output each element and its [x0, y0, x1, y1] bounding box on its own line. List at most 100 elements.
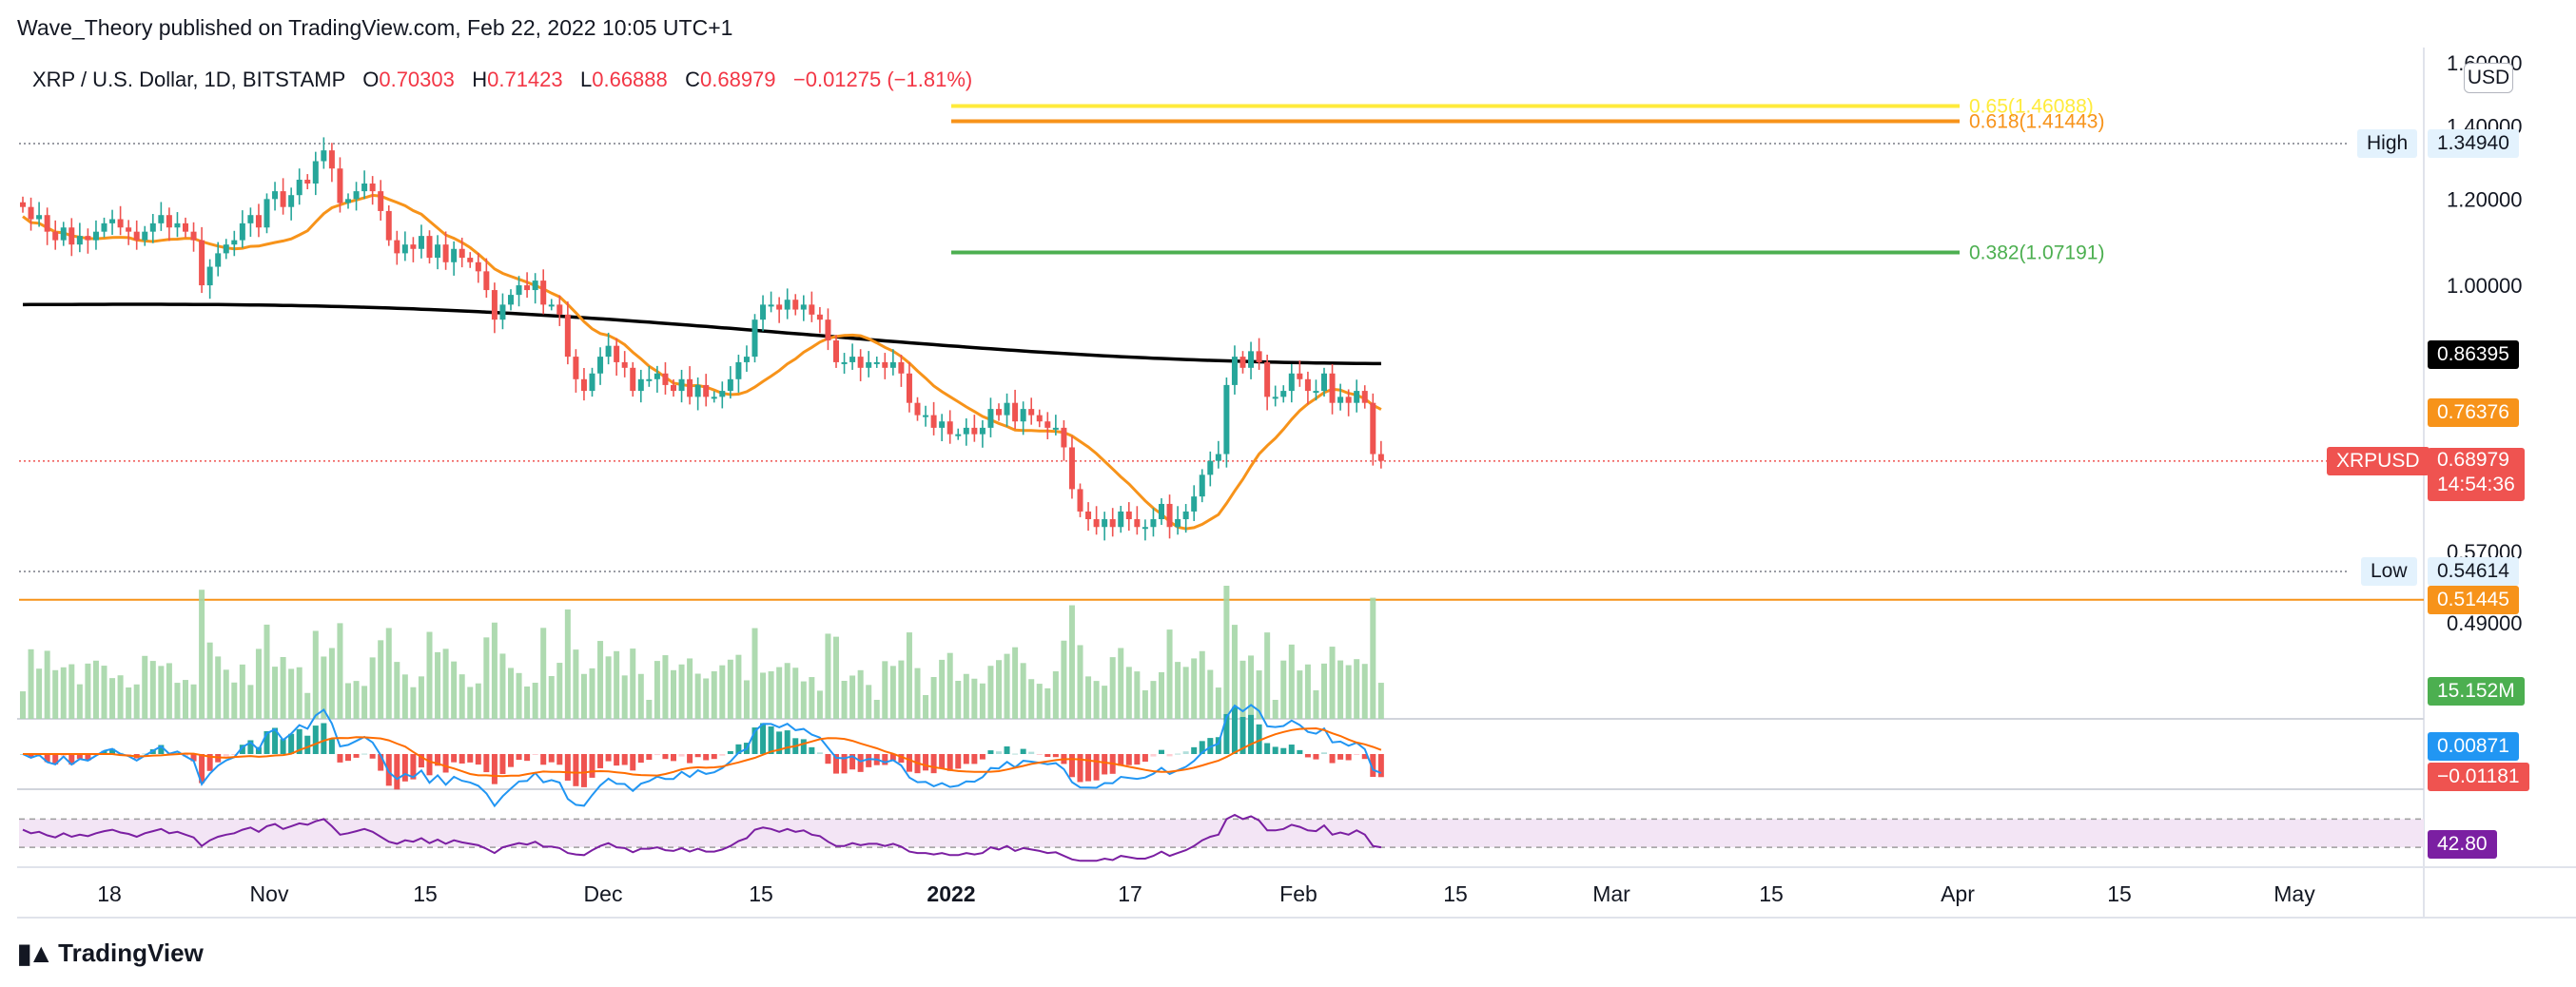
candle-body [304, 180, 311, 184]
close-label: C [685, 68, 700, 91]
macd-histogram-bar [996, 751, 1002, 754]
macd-histogram-bar [751, 727, 758, 754]
macd-histogram-bar [142, 753, 148, 755]
currency-button[interactable]: USD [2464, 63, 2513, 93]
volume-bar [215, 656, 222, 719]
macd-histogram-bar [580, 754, 587, 787]
macd-pane[interactable] [20, 704, 1384, 808]
candle-body [28, 206, 34, 220]
volume-bar [1061, 640, 1067, 719]
candle-body [255, 215, 262, 228]
volume-bar [540, 628, 547, 719]
macd-value-pill: 0.00871 [2428, 732, 2519, 761]
macd-histogram-bar [1377, 754, 1384, 778]
volume-bar [1288, 644, 1295, 719]
volume-bar [1304, 664, 1311, 719]
macd-histogram-bar [882, 754, 888, 765]
time-tick-label: 15 [1443, 881, 1468, 906]
candle-body [637, 378, 644, 392]
candle-body [491, 290, 498, 320]
macd-histogram-bar [418, 754, 424, 768]
time-tick-label: May [2274, 881, 2315, 906]
macd-histogram-bar [963, 754, 969, 764]
macd-histogram-bar [174, 751, 181, 754]
volume-bar [1134, 671, 1141, 719]
candle-body [1166, 503, 1173, 528]
macd-histogram-bar [548, 754, 555, 763]
axes: 1.600001.400001.200001.000000.570000.490… [97, 51, 2522, 906]
candle-body [337, 168, 343, 203]
low-value: 0.66888 [592, 68, 668, 91]
volume-bar [231, 682, 238, 719]
macd-histogram-bar [109, 748, 116, 754]
candle-body [589, 373, 595, 392]
candle-body [898, 361, 905, 374]
volume-bar [280, 656, 286, 719]
candle-body [52, 231, 59, 241]
volume-bar [1077, 645, 1083, 719]
candle-body [743, 357, 750, 362]
tv-logo-icon: ▮▲ [17, 939, 54, 968]
ma50-value-pill: 0.76376 [2428, 398, 2519, 428]
macd-histogram-bar [768, 726, 774, 754]
candle-body [711, 397, 717, 399]
candle-body [1354, 391, 1360, 403]
candle-body [435, 244, 441, 259]
macd-histogram-bar [809, 746, 815, 754]
candle-body [768, 304, 774, 307]
time-tick-label: Feb [1279, 881, 1317, 906]
macd-histogram-bar [321, 723, 327, 754]
volume-bar [158, 666, 165, 719]
volume-bar [589, 668, 595, 719]
volume-bar [1231, 625, 1238, 719]
volume-bar [735, 654, 742, 719]
macd-histogram-bar [939, 754, 946, 769]
candle-body [206, 266, 213, 286]
candle-body [662, 373, 669, 385]
candle-body [1256, 351, 1262, 362]
candle-body [597, 357, 604, 374]
volume-bar [889, 666, 896, 719]
publisher-line: Wave_Theory published on TradingView.com… [17, 15, 733, 40]
macd-histogram-bar [85, 754, 91, 761]
volume-bar [345, 683, 351, 719]
volume-bar [1354, 659, 1360, 719]
volume-bar [1313, 690, 1319, 719]
volume-bar [499, 653, 506, 719]
candle-body [426, 236, 433, 259]
candle-body [516, 285, 522, 296]
macd-histogram-bar [337, 754, 343, 763]
volume-bar [516, 672, 522, 719]
macd-histogram-bar [1134, 754, 1141, 765]
tradingview-logo[interactable]: ▮▲ TradingView [17, 938, 204, 969]
rsi-pane[interactable] [19, 813, 2424, 862]
macd-histogram-bar [760, 723, 767, 754]
volume-bar [401, 674, 408, 719]
candle-body [532, 281, 538, 291]
volume-bar [1223, 586, 1230, 719]
candle-body [923, 415, 929, 417]
candle-body [849, 357, 856, 362]
macd-histogram-bar [776, 731, 783, 754]
macd-histogram-bar [1191, 746, 1198, 754]
candle-body [117, 219, 124, 228]
candle-body [971, 427, 978, 435]
volume-bar [580, 673, 587, 719]
candle-body [1118, 511, 1124, 528]
close-value: 0.68979 [700, 68, 776, 91]
volume-bar [426, 631, 433, 719]
candlesticks[interactable] [20, 137, 1384, 541]
candle-body [133, 231, 140, 241]
symbol-ohlc-legend: XRP / U.S. Dollar, 1D, BITSTAMP O0.70303… [32, 68, 972, 92]
volume-bar [190, 684, 197, 719]
symbol-title[interactable]: XRP / U.S. Dollar, 1D, BITSTAMP [32, 68, 345, 91]
macd-histogram-bar [971, 754, 978, 764]
candle-body [784, 300, 790, 310]
candle-body [369, 184, 376, 192]
volume-bar [548, 676, 555, 719]
chart-frame [17, 48, 2576, 919]
macd-histogram-bar [288, 733, 295, 754]
candle-body [1215, 454, 1221, 461]
candle-body [1068, 447, 1075, 490]
